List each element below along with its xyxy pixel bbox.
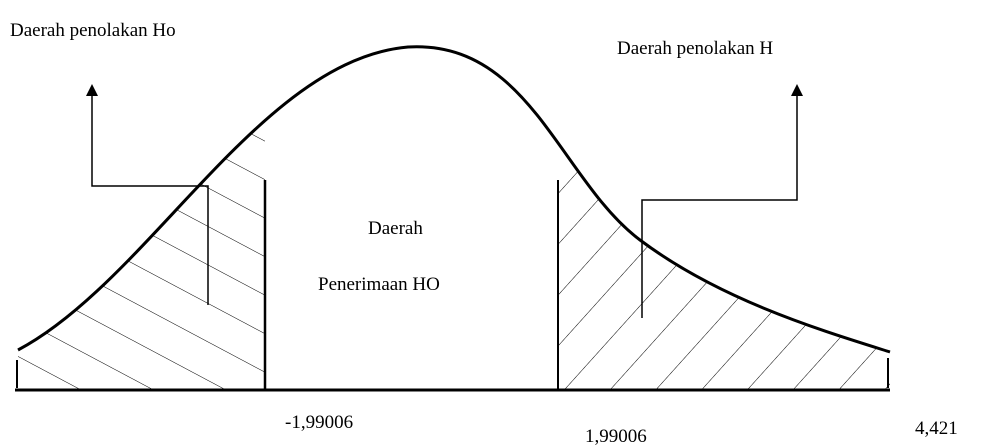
arrow-left — [86, 84, 209, 305]
critical-value-upper: 1,99006 — [585, 426, 647, 446]
left-region-label: Daerah penolakan Ho — [10, 20, 176, 41]
right-region-label: Daerah penolakan H — [617, 38, 773, 59]
acceptance-label-2: Penerimaan HO — [318, 274, 440, 295]
hatch-left — [18, 46, 265, 390]
critical-value-lower: -1,99006 — [285, 412, 353, 433]
arrow-right — [641, 84, 803, 318]
distribution-curve — [17, 45, 891, 354]
acceptance-label-1: Daerah — [368, 218, 423, 239]
test-statistic: 4,421 — [915, 418, 958, 439]
